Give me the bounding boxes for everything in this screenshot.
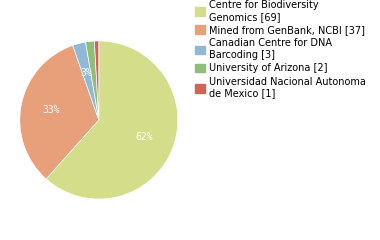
Wedge shape	[20, 45, 99, 179]
Text: 33%: 33%	[42, 105, 60, 115]
Text: 3%: 3%	[81, 67, 92, 78]
Legend: Centre for Biodiversity
Genomics [69], Mined from GenBank, NCBI [37], Canadian C: Centre for Biodiversity Genomics [69], M…	[195, 0, 366, 98]
Wedge shape	[46, 41, 178, 199]
Wedge shape	[94, 41, 99, 120]
Text: 62%: 62%	[136, 132, 154, 143]
Wedge shape	[86, 41, 99, 120]
Wedge shape	[73, 42, 99, 120]
